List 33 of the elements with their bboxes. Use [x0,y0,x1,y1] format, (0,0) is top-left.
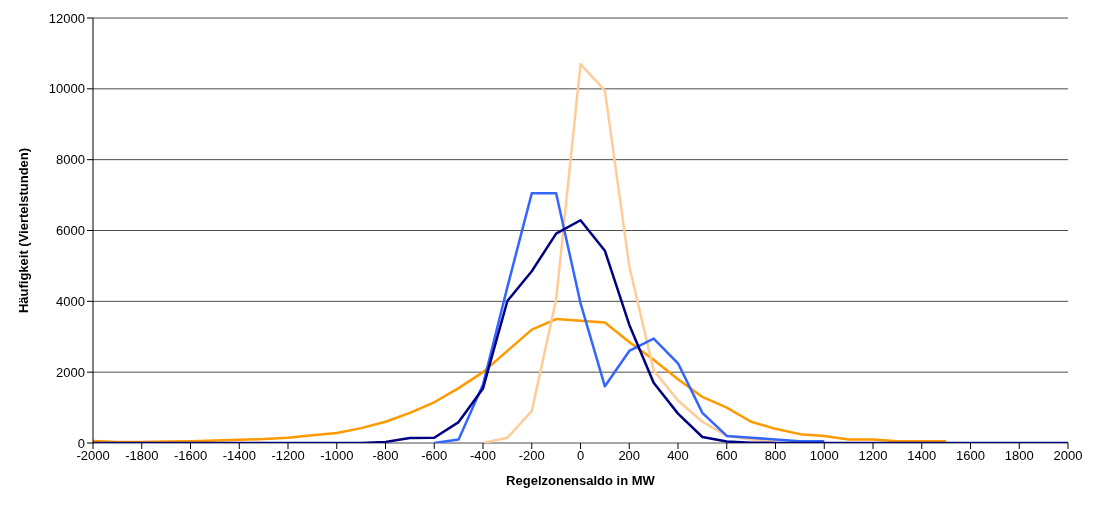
y-tick-label: 8000 [56,152,85,168]
x-tick-label: -800 [372,448,399,464]
x-tick-label: 0 [576,448,585,464]
line-series [481,62,777,443]
x-tick-label: -1200 [271,448,305,464]
y-axis-title: Häufigkeit (Viertelstunden) [15,147,31,314]
y-tick-label: 0 [77,435,85,451]
x-tick-label: -2000 [76,448,110,464]
line-series [93,317,948,443]
y-tick-label: 2000 [56,364,85,380]
x-tick-label: 600 [715,448,738,464]
x-tick-label: -1800 [125,448,159,464]
x-tick-label: -600 [421,448,448,464]
x-tick-label: 200 [618,448,641,464]
x-tick-label: 1800 [1004,448,1034,464]
x-tick-label: 400 [667,448,689,464]
y-tick-label: 6000 [56,223,85,239]
x-tick-label: 800 [764,448,787,464]
x-axis-title: Regelzonensaldo in MW [506,473,656,488]
x-tick-label: -200 [518,448,545,464]
y-tick-label: 4000 [56,293,85,309]
x-tick-label: 1000 [809,448,839,464]
x-tick-label: 1600 [956,448,985,464]
x-tick-label: -400 [469,448,497,464]
x-tick-label: 1400 [907,448,937,464]
x-tick-label: -1600 [173,448,208,464]
line-series [433,192,826,443]
x-tick-label: -1000 [320,448,354,464]
x-tick-label: 1200 [858,448,888,464]
y-tick-label: 10000 [48,81,85,97]
y-tick-label: 12000 [48,10,85,26]
x-tick-label: -1400 [222,448,256,464]
x-tick-label: 2000 [1053,448,1083,464]
